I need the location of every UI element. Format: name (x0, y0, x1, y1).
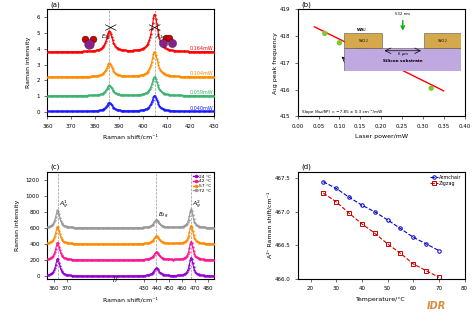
Y-axis label: A₁g peak frequency: A₁g peak frequency (273, 32, 278, 94)
Text: IDR: IDR (426, 301, 446, 311)
Armchair (398, 227, 403, 230)
Text: (a): (a) (51, 2, 61, 8)
Line: Armchair: Armchair (321, 180, 441, 252)
Zigzag (359, 222, 365, 226)
Zigzag (372, 231, 377, 235)
X-axis label: Raman shift/cm⁻¹: Raman shift/cm⁻¹ (103, 297, 158, 302)
Zigzag (423, 269, 429, 272)
Zigzag (436, 275, 442, 279)
Y-axis label: Raman intensity: Raman intensity (26, 37, 31, 89)
Armchair (346, 195, 352, 199)
Text: 0.104mW: 0.104mW (189, 71, 213, 76)
Zigzag (320, 191, 326, 195)
Text: (c): (c) (51, 164, 60, 171)
Y-axis label: Raman intensity: Raman intensity (15, 199, 20, 251)
Legend: 24 °C, 42 °C, 57 °C, 72 °C: 24 °C, 42 °C, 57 °C, 72 °C (192, 174, 212, 193)
X-axis label: Temperature/°C: Temperature/°C (356, 297, 406, 302)
Text: Slope (δω/δP) = −7.85 ± 0.3 cm⁻¹/mW: Slope (δω/δP) = −7.85 ± 0.3 cm⁻¹/mW (302, 110, 382, 114)
Zigzag (410, 262, 416, 266)
Armchair (410, 235, 416, 239)
Zigzag (398, 251, 403, 255)
Point (428, 86, 435, 91)
Armchair (372, 210, 377, 214)
Point (321, 31, 328, 36)
Text: $A_{1g}$: $A_{1g}$ (155, 33, 166, 43)
Y-axis label: A²ᵔ Raman shift/cm⁻¹: A²ᵔ Raman shift/cm⁻¹ (267, 192, 273, 258)
Line: Zigzag: Zigzag (321, 191, 441, 279)
X-axis label: Laser power/mW: Laser power/mW (355, 134, 408, 139)
Point (382, 64, 389, 69)
Text: $B_{2g}$: $B_{2g}$ (158, 211, 168, 221)
Point (336, 40, 343, 45)
Text: $A_g^2$: $A_g^2$ (192, 199, 202, 211)
Armchair (320, 180, 326, 184)
Text: $A_g^1$: $A_g^1$ (59, 199, 68, 211)
Point (356, 48, 364, 53)
Text: //: // (113, 275, 118, 282)
X-axis label: Raman shift/cm⁻¹: Raman shift/cm⁻¹ (103, 134, 158, 140)
Armchair (423, 242, 429, 246)
Zigzag (385, 242, 391, 246)
Zigzag (333, 200, 339, 204)
Legend: Armchair, Zigzag: Armchair, Zigzag (430, 174, 462, 186)
Zigzag (346, 211, 352, 215)
Text: 0.040mW: 0.040mW (189, 106, 213, 111)
Text: (b): (b) (301, 2, 311, 8)
Armchair (333, 187, 339, 190)
Text: (d): (d) (301, 164, 311, 171)
Armchair (436, 249, 442, 252)
Text: 0.059mW: 0.059mW (190, 90, 213, 95)
Text: 0.164mW: 0.164mW (189, 46, 213, 51)
Armchair (385, 218, 391, 222)
Text: $E_{2g}$: $E_{2g}$ (100, 33, 111, 43)
Armchair (359, 203, 365, 207)
